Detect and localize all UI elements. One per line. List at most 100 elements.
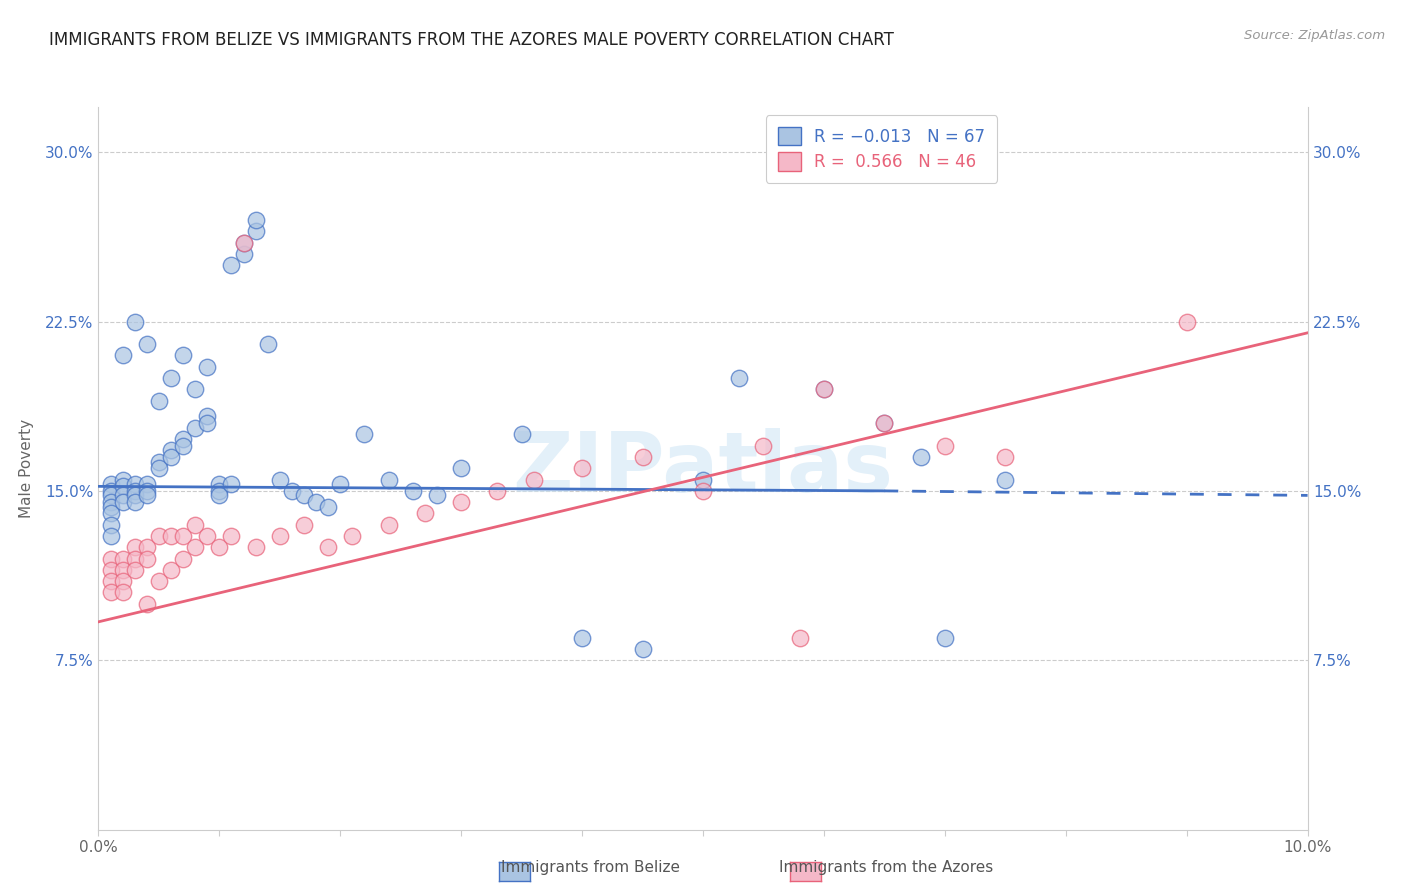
Point: [631, 642, 654, 657]
Point: [377, 517, 399, 532]
Point: [100, 585, 122, 599]
Point: [100, 477, 122, 491]
Point: [184, 517, 207, 532]
Point: [135, 483, 157, 498]
Point: [281, 483, 304, 498]
Point: [135, 337, 157, 351]
Text: Immigrants from the Azores: Immigrants from the Azores: [779, 861, 993, 875]
Point: [135, 488, 157, 502]
Point: [813, 382, 835, 396]
Text: Immigrants from Belize: Immigrants from Belize: [501, 861, 681, 875]
Legend: R = −0.013   N = 67, R =  0.566   N = 46: R = −0.013 N = 67, R = 0.566 N = 46: [766, 115, 997, 183]
Point: [160, 371, 183, 385]
Point: [111, 551, 134, 566]
Point: [292, 517, 315, 532]
Point: [124, 477, 146, 491]
Point: [111, 348, 134, 362]
Point: [789, 631, 811, 645]
Point: [135, 477, 157, 491]
Point: [256, 337, 278, 351]
Point: [402, 483, 425, 498]
Point: [450, 495, 472, 509]
Point: [245, 224, 267, 238]
Point: [523, 473, 546, 487]
Point: [172, 432, 194, 446]
Point: [148, 529, 170, 543]
Point: [413, 507, 436, 521]
Point: [195, 359, 218, 374]
Point: [245, 213, 267, 227]
Point: [124, 314, 146, 328]
Point: [184, 541, 207, 555]
Point: [160, 563, 183, 577]
Point: [172, 551, 194, 566]
Point: [221, 477, 243, 491]
Point: [245, 541, 267, 555]
Point: [100, 495, 122, 509]
Point: [195, 409, 218, 424]
Point: [100, 488, 122, 502]
Point: [100, 500, 122, 514]
Point: [450, 461, 472, 475]
Point: [342, 529, 364, 543]
Point: [934, 631, 956, 645]
Point: [100, 517, 122, 532]
Point: [160, 529, 183, 543]
Point: [148, 574, 170, 589]
Point: [232, 235, 254, 250]
Point: [111, 574, 134, 589]
Point: [111, 488, 134, 502]
Point: [994, 450, 1017, 464]
Point: [353, 427, 375, 442]
Point: [124, 551, 146, 566]
Point: [269, 529, 291, 543]
Point: [316, 541, 339, 555]
Point: [910, 450, 932, 464]
Point: [692, 483, 714, 498]
Point: [124, 541, 146, 555]
Point: [172, 348, 194, 362]
Point: [160, 443, 183, 458]
Point: [208, 483, 231, 498]
Point: [692, 473, 714, 487]
Point: [292, 488, 315, 502]
Text: IMMIGRANTS FROM BELIZE VS IMMIGRANTS FROM THE AZORES MALE POVERTY CORRELATION CH: IMMIGRANTS FROM BELIZE VS IMMIGRANTS FRO…: [49, 31, 894, 49]
Point: [124, 488, 146, 502]
Point: [111, 585, 134, 599]
Point: [994, 473, 1017, 487]
Point: [184, 420, 207, 434]
Point: [571, 631, 593, 645]
Point: [172, 439, 194, 453]
Point: [124, 483, 146, 498]
Point: [329, 477, 352, 491]
Point: [100, 529, 122, 543]
Point: [934, 439, 956, 453]
Point: [111, 479, 134, 493]
Point: [160, 450, 183, 464]
Point: [184, 382, 207, 396]
Point: [195, 416, 218, 430]
Point: [221, 258, 243, 272]
Point: [486, 483, 509, 498]
Point: [148, 393, 170, 408]
Point: [510, 427, 533, 442]
Point: [111, 495, 134, 509]
Point: [135, 551, 157, 566]
Point: [426, 488, 449, 502]
Point: [100, 507, 122, 521]
Text: Source: ZipAtlas.com: Source: ZipAtlas.com: [1244, 29, 1385, 42]
Point: [305, 495, 328, 509]
Point: [135, 597, 157, 611]
Point: [571, 461, 593, 475]
Point: [208, 477, 231, 491]
Point: [232, 235, 254, 250]
Point: [148, 454, 170, 468]
Text: ZIPatlas: ZIPatlas: [513, 428, 893, 508]
Point: [195, 529, 218, 543]
Y-axis label: Male Poverty: Male Poverty: [18, 418, 34, 518]
Point: [172, 529, 194, 543]
Point: [124, 563, 146, 577]
Point: [208, 488, 231, 502]
Point: [813, 382, 835, 396]
Point: [873, 416, 896, 430]
